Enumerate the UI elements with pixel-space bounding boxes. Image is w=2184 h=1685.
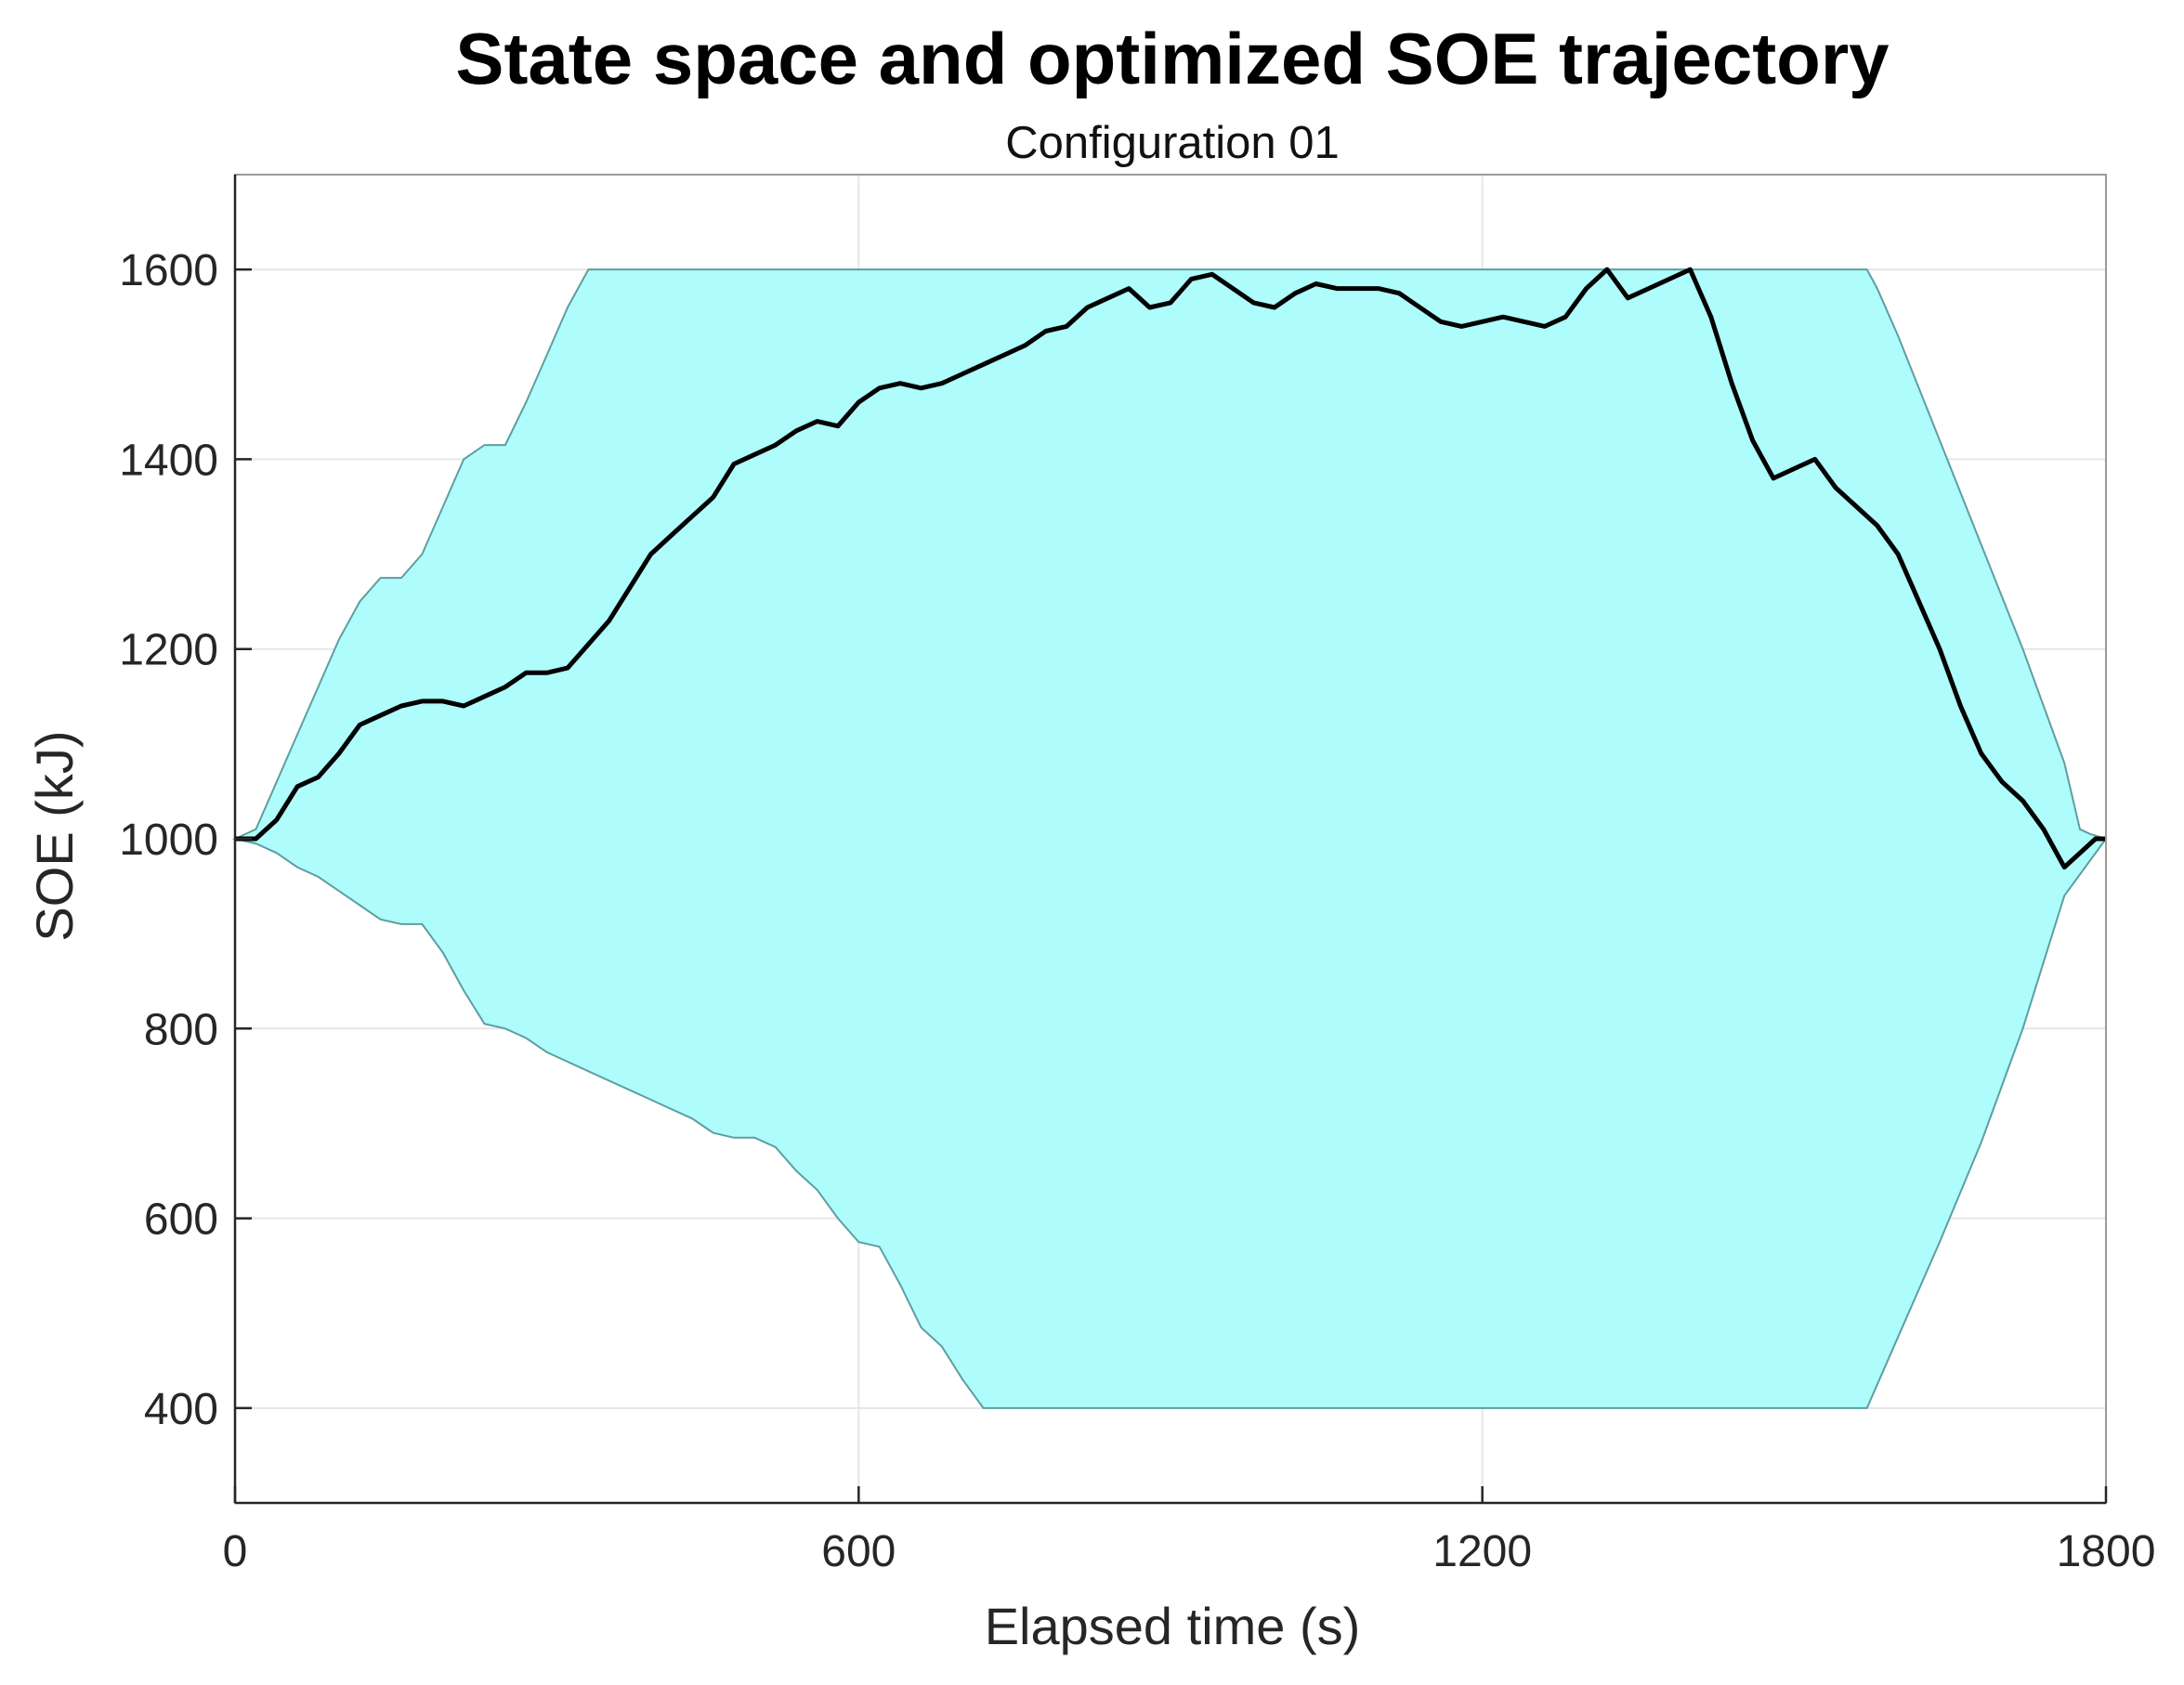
y-axis-label: SOE (kJ) <box>25 730 84 941</box>
x-tick-label: 0 <box>223 1527 248 1576</box>
y-tick-labels: 400 600 800 1000 1200 1400 1600 <box>119 246 218 1434</box>
y-tick-label: 1600 <box>119 246 218 295</box>
state-space-area <box>231 268 2108 1409</box>
tick-marks <box>233 175 2108 1505</box>
chart-title: State space and optimized SOE trajectory <box>455 18 1889 99</box>
x-tick-label: 1200 <box>1432 1527 1532 1576</box>
y-tick-label: 800 <box>144 1005 218 1054</box>
y-tick-label: 600 <box>144 1195 218 1245</box>
x-axis-label: Elapsed time (s) <box>985 1597 1361 1655</box>
chart-subtitle: Configuration 01 <box>1005 118 1340 168</box>
optimized-soe-trajectory-line <box>235 267 2106 870</box>
y-tick-label: 1000 <box>119 816 218 865</box>
y-tick-label: 1400 <box>119 436 218 485</box>
y-tick-label: 400 <box>144 1385 218 1434</box>
x-tick-labels: 0 600 1200 1800 <box>223 1527 2156 1576</box>
x-tick-label: 1800 <box>2057 1527 2156 1576</box>
x-tick-label: 600 <box>821 1527 896 1576</box>
y-tick-label: 1200 <box>119 626 218 675</box>
